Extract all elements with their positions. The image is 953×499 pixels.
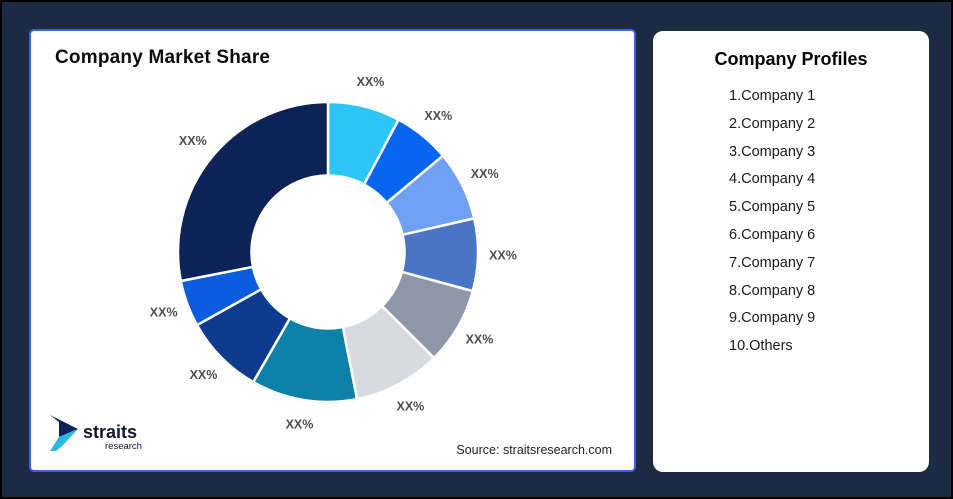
slice-label: XX% xyxy=(179,134,207,148)
company-list: 1.Company 1 2.Company 2 3.Company 3 4.Compa… xyxy=(653,83,929,361)
market-share-card: XX% XX% XX% XX% XX% XX% XX% XX% XX% XX% Company M… xyxy=(29,29,636,472)
slice-label: XX% xyxy=(424,109,452,123)
slice-label: XX% xyxy=(471,167,499,181)
company-list-item: 6.Company 6 xyxy=(729,226,816,243)
logo-brand: straits xyxy=(83,422,137,442)
source-text: Source: straitsresearch.com xyxy=(456,443,612,457)
company-list-item: 10.Others xyxy=(729,338,793,355)
logo-mark-icon: straits research xyxy=(50,415,142,452)
slice-label: XX% xyxy=(150,305,178,319)
slice-label: XX% xyxy=(466,333,494,347)
company-list-item: 9.Company 9 xyxy=(729,310,816,327)
slice-label: XX% xyxy=(190,368,218,382)
company-list-item: 3.Company 3 xyxy=(729,143,816,160)
company-list-item: 1.Company 1 xyxy=(729,88,816,104)
slice-label: XX% xyxy=(489,248,517,262)
company-list-item: 8.Company 8 xyxy=(729,282,816,299)
donut-chart: XX% XX% XX% XX% XX% XX% XX% XX% XX% XX% xyxy=(150,75,517,432)
company-list-item: 2.Company 2 xyxy=(729,115,816,132)
logo-chevron-cyan xyxy=(50,429,78,451)
straits-logo: straits research xyxy=(50,414,180,456)
slice-label: XX% xyxy=(397,399,425,413)
chart-title: Company Market Share xyxy=(55,47,271,68)
donut-slice xyxy=(176,100,330,283)
company-list-item: 7.Company 7 xyxy=(729,254,816,271)
company-list-item: 5.Company 5 xyxy=(729,199,816,216)
slice-label: XX% xyxy=(357,75,385,89)
company-profiles-card: Company Profiles 1.Company 1 2.Company 2 3… xyxy=(653,31,929,472)
logo-chevron-navy xyxy=(50,415,78,437)
profiles-title: Company Profiles xyxy=(714,49,868,69)
slice-label: XX% xyxy=(286,418,314,432)
company-list-item: 4.Company 4 xyxy=(729,171,816,188)
logo-subtext: research xyxy=(105,441,142,452)
